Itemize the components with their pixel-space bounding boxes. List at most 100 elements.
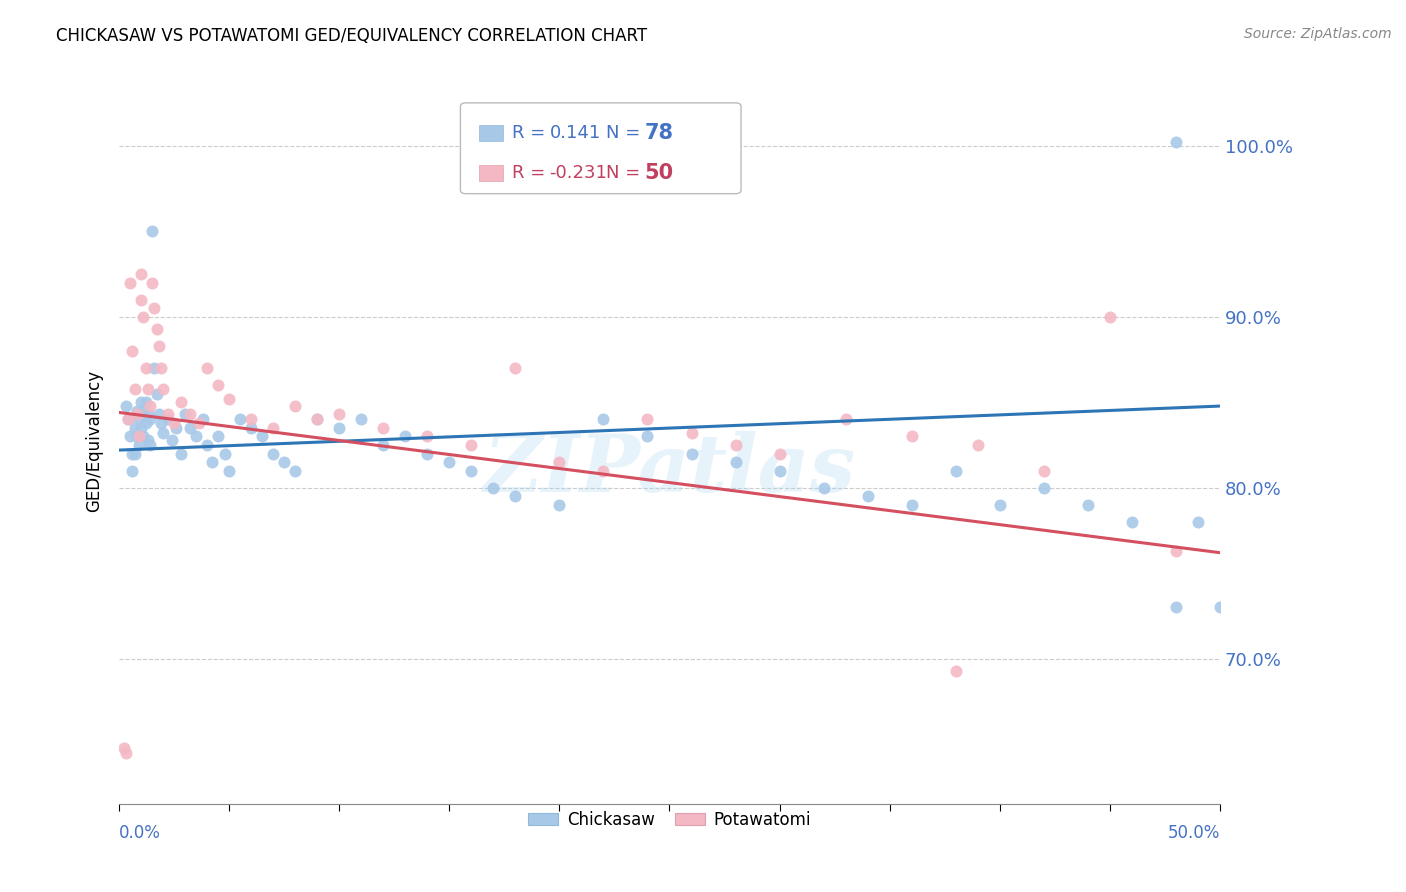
Point	[1164, 544, 1187, 558]
Point	[945, 664, 967, 678]
Point	[548, 498, 571, 512]
Point	[1209, 600, 1232, 615]
Point	[373, 421, 395, 435]
Point	[328, 407, 350, 421]
Point	[1032, 464, 1054, 478]
Point	[125, 407, 148, 421]
Point	[482, 481, 505, 495]
Point	[150, 416, 173, 430]
Point	[132, 310, 155, 324]
Point	[156, 412, 179, 426]
Point	[128, 429, 150, 443]
Point	[307, 412, 329, 426]
Point	[117, 412, 139, 426]
Point	[135, 395, 157, 409]
Point	[170, 446, 193, 460]
Point	[1032, 481, 1054, 495]
Point	[637, 412, 659, 426]
Point	[240, 412, 263, 426]
Point	[179, 407, 201, 421]
Point	[1253, 464, 1275, 478]
Point	[262, 421, 284, 435]
Point	[125, 404, 148, 418]
Point	[117, 412, 139, 426]
Point	[1274, 481, 1296, 495]
Legend: Chickasaw, Potawatomi: Chickasaw, Potawatomi	[522, 805, 817, 836]
Point	[132, 429, 155, 443]
Point	[207, 378, 229, 392]
FancyBboxPatch shape	[479, 125, 503, 141]
Point	[1164, 136, 1187, 150]
Point	[592, 464, 614, 478]
Point	[548, 455, 571, 469]
Point	[124, 421, 146, 435]
Point	[1164, 600, 1187, 615]
Text: R =: R =	[512, 164, 551, 182]
Point	[139, 412, 162, 426]
Point	[121, 446, 143, 460]
Point	[394, 429, 416, 443]
Point	[143, 361, 166, 376]
Point	[328, 421, 350, 435]
Point	[966, 438, 988, 452]
Point	[900, 498, 922, 512]
Point	[813, 481, 835, 495]
Point	[124, 382, 146, 396]
Point	[218, 464, 240, 478]
Point	[637, 429, 659, 443]
Point	[505, 361, 527, 376]
Point	[145, 322, 167, 336]
Point	[505, 489, 527, 503]
Point	[150, 361, 173, 376]
Text: ZIPatlas: ZIPatlas	[484, 431, 856, 508]
Point	[218, 392, 240, 406]
Point	[681, 446, 703, 460]
Point	[416, 429, 439, 443]
Point	[136, 407, 159, 421]
Point	[195, 361, 218, 376]
Y-axis label: GED/Equivalency: GED/Equivalency	[86, 369, 103, 512]
Point	[834, 412, 856, 426]
Point	[170, 395, 193, 409]
Point	[143, 301, 166, 316]
Point	[129, 395, 152, 409]
Text: N =: N =	[606, 124, 645, 142]
Point	[179, 421, 201, 435]
Point	[945, 464, 967, 478]
Text: 0.141: 0.141	[550, 124, 600, 142]
Point	[112, 740, 135, 755]
Text: 50.0%: 50.0%	[1167, 824, 1220, 842]
Point	[439, 455, 461, 469]
Point	[262, 446, 284, 460]
Point	[166, 421, 188, 435]
Text: CHICKASAW VS POTAWATOMI GED/EQUIVALENCY CORRELATION CHART: CHICKASAW VS POTAWATOMI GED/EQUIVALENCY …	[56, 27, 647, 45]
Point	[148, 407, 170, 421]
Point	[214, 446, 236, 460]
Point	[460, 464, 482, 478]
Text: N =: N =	[606, 164, 645, 182]
Point	[195, 438, 218, 452]
Point	[191, 412, 214, 426]
Point	[416, 446, 439, 460]
Text: 78: 78	[644, 123, 673, 144]
Point	[156, 407, 179, 421]
Point	[1121, 515, 1143, 529]
Point	[186, 429, 208, 443]
Point	[145, 386, 167, 401]
Point	[135, 361, 157, 376]
Point	[229, 412, 252, 426]
Point	[252, 429, 274, 443]
Text: 0.0%: 0.0%	[120, 824, 162, 842]
Point	[160, 433, 183, 447]
Point	[121, 343, 143, 358]
Point	[1296, 438, 1319, 452]
Point	[125, 429, 148, 443]
Point	[148, 339, 170, 353]
Point	[124, 446, 146, 460]
Point	[136, 382, 159, 396]
Point	[174, 407, 197, 421]
Point	[128, 438, 150, 452]
Point	[128, 412, 150, 426]
Point	[1187, 515, 1209, 529]
Point	[1230, 608, 1253, 623]
